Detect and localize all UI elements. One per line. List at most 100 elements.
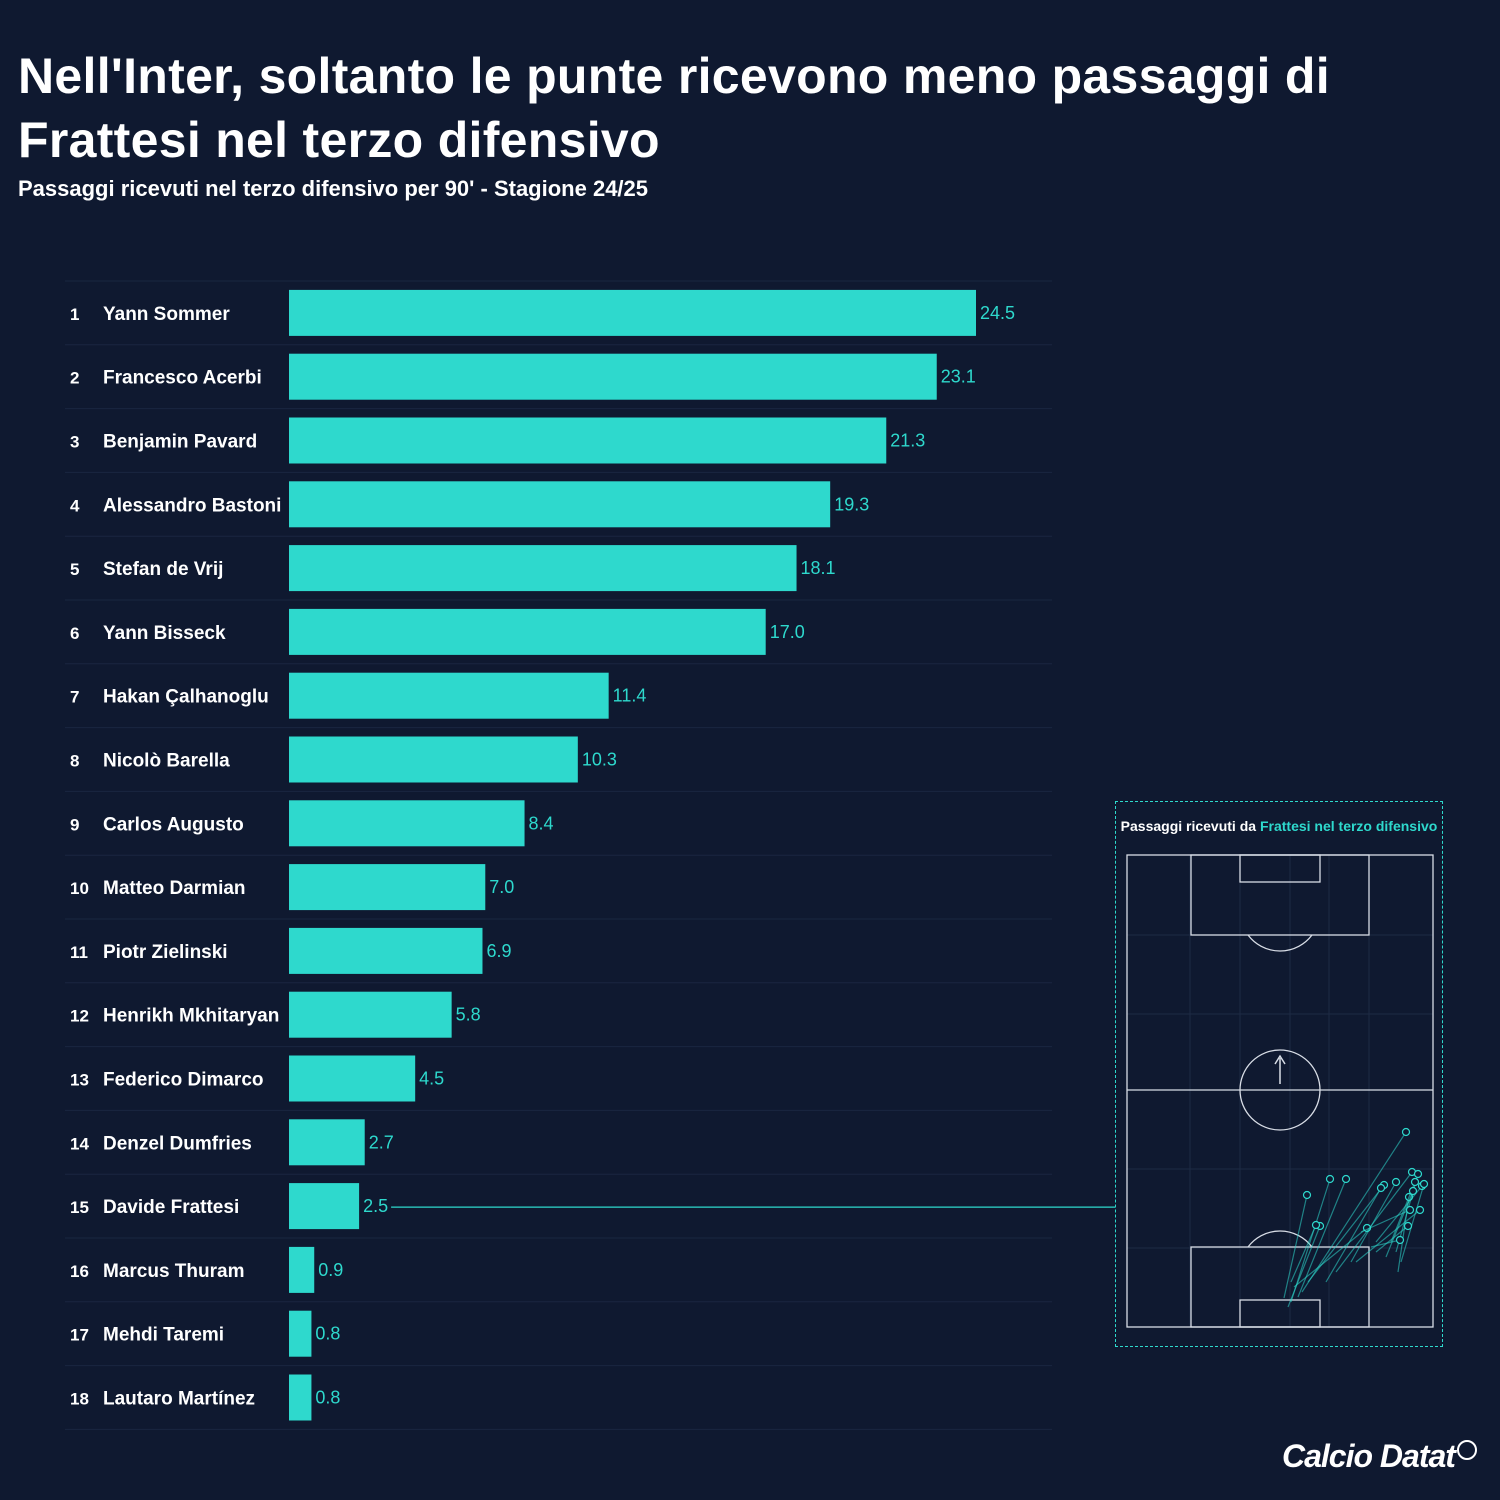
pass-end-point bbox=[1325, 1174, 1335, 1184]
pass-end-point bbox=[1311, 1220, 1321, 1230]
rank-label: 13 bbox=[70, 1071, 89, 1090]
value-label: 0.8 bbox=[315, 1324, 340, 1344]
category-label: Davide Frattesi bbox=[103, 1197, 239, 1218]
category-label: Lautaro Martínez bbox=[103, 1389, 255, 1410]
category-label: Alessandro Bastoni bbox=[103, 495, 281, 516]
pass-end-point bbox=[1376, 1183, 1386, 1193]
value-label: 6.9 bbox=[486, 941, 511, 961]
bar bbox=[289, 1246, 315, 1293]
chart-subtitle: Passaggi ricevuti nel terzo difensivo pe… bbox=[18, 176, 649, 201]
bar bbox=[289, 991, 452, 1038]
pass-line bbox=[1325, 1187, 1382, 1283]
inset-title-prefix: Passaggi ricevuti da bbox=[1120, 818, 1260, 834]
bar bbox=[289, 1183, 360, 1230]
pass-line bbox=[1375, 1185, 1423, 1243]
goal-box-bottom bbox=[1239, 1299, 1321, 1328]
category-label: Yann Bisseck bbox=[103, 623, 226, 644]
bar bbox=[289, 864, 486, 911]
bar bbox=[289, 1374, 312, 1421]
rank-label: 3 bbox=[70, 433, 79, 452]
pass-end-point bbox=[1391, 1177, 1401, 1187]
rank-label: 11 bbox=[70, 943, 88, 962]
category-label: Nicolò Barella bbox=[103, 751, 230, 772]
pass-line bbox=[1293, 1227, 1368, 1288]
category-label: Mehdi Taremi bbox=[103, 1325, 224, 1346]
rank-label: 1 bbox=[70, 305, 79, 324]
value-label: 18.1 bbox=[801, 558, 836, 578]
penalty-arc-bottom bbox=[1247, 1230, 1313, 1248]
pass-line bbox=[1290, 1224, 1317, 1283]
bar bbox=[289, 545, 797, 592]
pass-end-point bbox=[1408, 1186, 1418, 1196]
category-label: Henrikh Mkhitaryan bbox=[103, 1006, 279, 1027]
category-label: Piotr Zielinski bbox=[103, 942, 228, 963]
bar bbox=[289, 481, 831, 528]
pass-end-point bbox=[1403, 1221, 1413, 1231]
rank-label: 18 bbox=[70, 1390, 89, 1409]
value-label: 0.9 bbox=[318, 1260, 343, 1280]
rank-label: 12 bbox=[70, 1007, 89, 1026]
rank-label: 17 bbox=[70, 1326, 89, 1345]
category-label: Matteo Darmian bbox=[103, 878, 246, 899]
bar bbox=[289, 927, 483, 974]
value-label: 17.0 bbox=[770, 622, 805, 642]
category-label: Francesco Acerbi bbox=[103, 368, 262, 389]
pass-map-inset: Passaggi ricevuti da Frattesi nel terzo … bbox=[1115, 801, 1443, 1347]
value-label: 2.5 bbox=[363, 1196, 388, 1216]
rank-label: 5 bbox=[70, 560, 79, 579]
direction-arrow-icon bbox=[1274, 1054, 1286, 1065]
inset-title-highlight: Frattesi nel terzo difensivo bbox=[1259, 818, 1438, 834]
category-label: Carlos Augusto bbox=[103, 814, 244, 835]
penalty-box-bottom bbox=[1190, 1246, 1370, 1328]
bar bbox=[289, 1310, 312, 1357]
rank-label: 10 bbox=[70, 879, 89, 898]
bar bbox=[289, 1055, 416, 1102]
pass-end-point bbox=[1401, 1127, 1411, 1137]
value-label: 23.1 bbox=[941, 367, 976, 387]
bar bbox=[289, 736, 578, 783]
pitch-outline bbox=[1126, 854, 1434, 1328]
pass-end-point bbox=[1415, 1205, 1425, 1215]
bar bbox=[289, 1119, 365, 1166]
rank-label: 15 bbox=[70, 1198, 89, 1217]
calcio-data-logo: Calcio Datat bbox=[1282, 1438, 1477, 1475]
soccer-ball-icon bbox=[1456, 1440, 1477, 1460]
value-label: 21.3 bbox=[890, 431, 925, 451]
bar bbox=[289, 289, 976, 336]
pass-line bbox=[1400, 1183, 1425, 1263]
pass-line bbox=[1287, 1225, 1321, 1308]
pass-end-point bbox=[1395, 1235, 1405, 1245]
football-pitch bbox=[1126, 854, 1434, 1328]
pass-line bbox=[1335, 1171, 1413, 1273]
center-circle bbox=[1239, 1049, 1321, 1131]
pass-end-point bbox=[1302, 1190, 1312, 1200]
value-label: 10.3 bbox=[582, 750, 617, 770]
rank-label: 7 bbox=[70, 688, 79, 707]
value-label: 0.8 bbox=[315, 1388, 340, 1408]
bar bbox=[289, 608, 766, 655]
pass-line bbox=[1307, 1184, 1385, 1283]
logo-text: Calcio Datat bbox=[1282, 1438, 1456, 1474]
rank-label: 6 bbox=[70, 624, 79, 643]
inset-title: Passaggi ricevuti da Frattesi nel terzo … bbox=[1116, 818, 1442, 834]
category-label: Denzel Dumfries bbox=[103, 1133, 252, 1154]
goal-box-top bbox=[1239, 854, 1321, 883]
rank-label: 2 bbox=[70, 369, 79, 388]
pass-end-point bbox=[1413, 1169, 1423, 1179]
pass-end-point bbox=[1410, 1177, 1420, 1187]
bar bbox=[289, 353, 937, 400]
rank-label: 16 bbox=[70, 1262, 89, 1281]
penalty-box-top bbox=[1190, 854, 1370, 936]
pass-line bbox=[1301, 1131, 1407, 1293]
value-label: 24.5 bbox=[980, 303, 1015, 323]
pass-line bbox=[1283, 1194, 1308, 1299]
value-label: 2.7 bbox=[369, 1132, 394, 1152]
pass-line bbox=[1355, 1209, 1421, 1263]
rank-label: 4 bbox=[70, 496, 80, 515]
bar bbox=[289, 800, 525, 847]
pass-line bbox=[1375, 1225, 1409, 1253]
category-label: Federico Dimarco bbox=[103, 1070, 264, 1091]
category-label: Yann Sommer bbox=[103, 304, 230, 325]
category-label: Stefan de Vrij bbox=[103, 559, 223, 580]
